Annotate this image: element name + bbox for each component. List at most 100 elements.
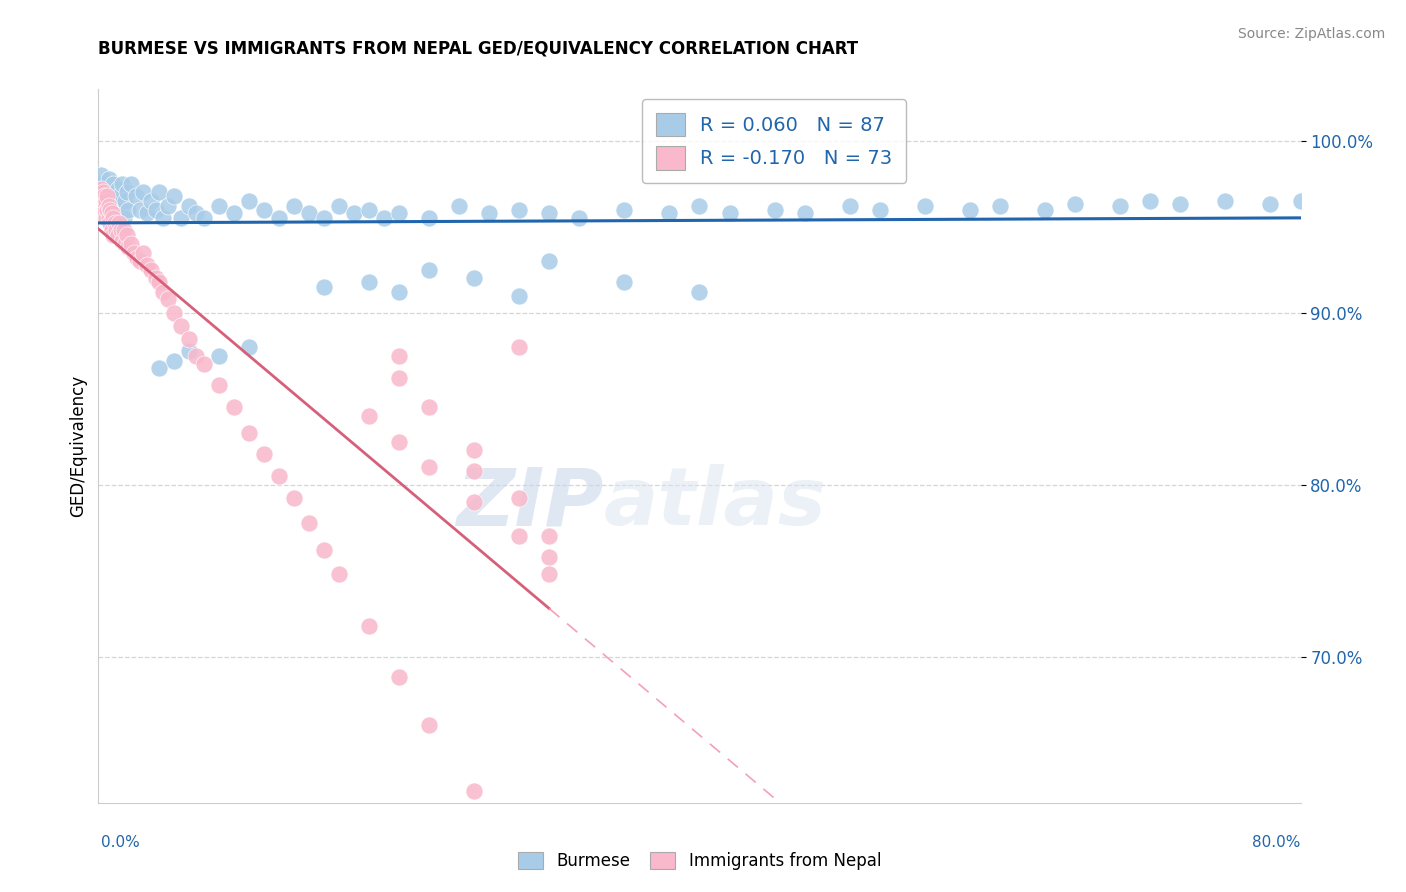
Point	[101, 202, 124, 217]
Point	[914, 199, 936, 213]
Point	[238, 194, 260, 208]
Point	[100, 216, 122, 230]
Point	[298, 206, 321, 220]
Point	[538, 206, 561, 220]
Point	[115, 186, 138, 200]
Point	[104, 216, 127, 230]
Point	[90, 182, 112, 196]
Point	[463, 271, 485, 285]
Point	[91, 182, 114, 196]
Point	[508, 202, 530, 217]
Point	[107, 182, 129, 196]
Point	[111, 234, 134, 248]
Text: Source: ZipAtlas.com: Source: ZipAtlas.com	[1237, 27, 1385, 41]
Point	[139, 262, 162, 277]
Point	[988, 199, 1011, 213]
Point	[1215, 194, 1237, 208]
Point	[238, 340, 260, 354]
Point	[89, 189, 111, 203]
Text: ZIP: ZIP	[456, 464, 603, 542]
Point	[222, 206, 245, 220]
Point	[162, 189, 184, 203]
Point	[93, 189, 115, 203]
Point	[388, 349, 411, 363]
Point	[145, 271, 167, 285]
Point	[103, 228, 125, 243]
Point	[508, 491, 530, 506]
Point	[267, 469, 290, 483]
Y-axis label: GED/Equivalency: GED/Equivalency	[69, 375, 87, 517]
Point	[96, 189, 118, 203]
Point	[107, 228, 129, 243]
Point	[97, 211, 120, 226]
Point	[357, 275, 380, 289]
Point	[177, 343, 200, 358]
Point	[463, 464, 485, 478]
Point	[127, 251, 149, 265]
Point	[114, 236, 136, 251]
Point	[117, 202, 139, 217]
Point	[208, 378, 231, 392]
Point	[1109, 199, 1132, 213]
Point	[538, 254, 561, 268]
Point	[91, 199, 114, 213]
Point	[388, 670, 411, 684]
Point	[508, 529, 530, 543]
Point	[238, 426, 260, 441]
Point	[108, 189, 131, 203]
Point	[117, 240, 139, 254]
Point	[101, 206, 124, 220]
Point	[170, 211, 193, 226]
Point	[298, 516, 321, 530]
Point	[328, 199, 350, 213]
Point	[208, 199, 231, 213]
Point	[193, 211, 215, 226]
Point	[312, 543, 335, 558]
Legend: Burmese, Immigrants from Nepal: Burmese, Immigrants from Nepal	[512, 845, 887, 877]
Point	[283, 199, 305, 213]
Point	[193, 357, 215, 371]
Point	[388, 285, 411, 299]
Point	[658, 206, 681, 220]
Point	[97, 199, 120, 213]
Point	[688, 199, 710, 213]
Point	[162, 306, 184, 320]
Point	[132, 245, 155, 260]
Point	[90, 168, 112, 182]
Point	[100, 186, 122, 200]
Point	[869, 202, 891, 217]
Point	[418, 211, 440, 226]
Point	[93, 189, 115, 203]
Text: atlas: atlas	[603, 464, 827, 542]
Point	[763, 202, 786, 217]
Point	[148, 275, 170, 289]
Point	[1260, 197, 1282, 211]
Point	[129, 202, 152, 217]
Point	[139, 194, 162, 208]
Point	[478, 206, 501, 220]
Point	[184, 206, 207, 220]
Point	[373, 211, 395, 226]
Point	[115, 228, 138, 243]
Point	[152, 211, 174, 226]
Point	[103, 211, 125, 226]
Point	[100, 202, 122, 217]
Point	[222, 401, 245, 415]
Point	[613, 275, 636, 289]
Point	[110, 223, 132, 237]
Point	[152, 285, 174, 299]
Point	[538, 549, 561, 564]
Point	[357, 202, 380, 217]
Point	[94, 194, 117, 208]
Point	[613, 202, 636, 217]
Point	[357, 409, 380, 423]
Point	[90, 194, 112, 208]
Point	[508, 288, 530, 302]
Point	[112, 211, 135, 226]
Point	[105, 223, 128, 237]
Point	[1064, 197, 1087, 211]
Point	[112, 223, 135, 237]
Point	[121, 236, 143, 251]
Point	[388, 434, 411, 449]
Point	[688, 285, 710, 299]
